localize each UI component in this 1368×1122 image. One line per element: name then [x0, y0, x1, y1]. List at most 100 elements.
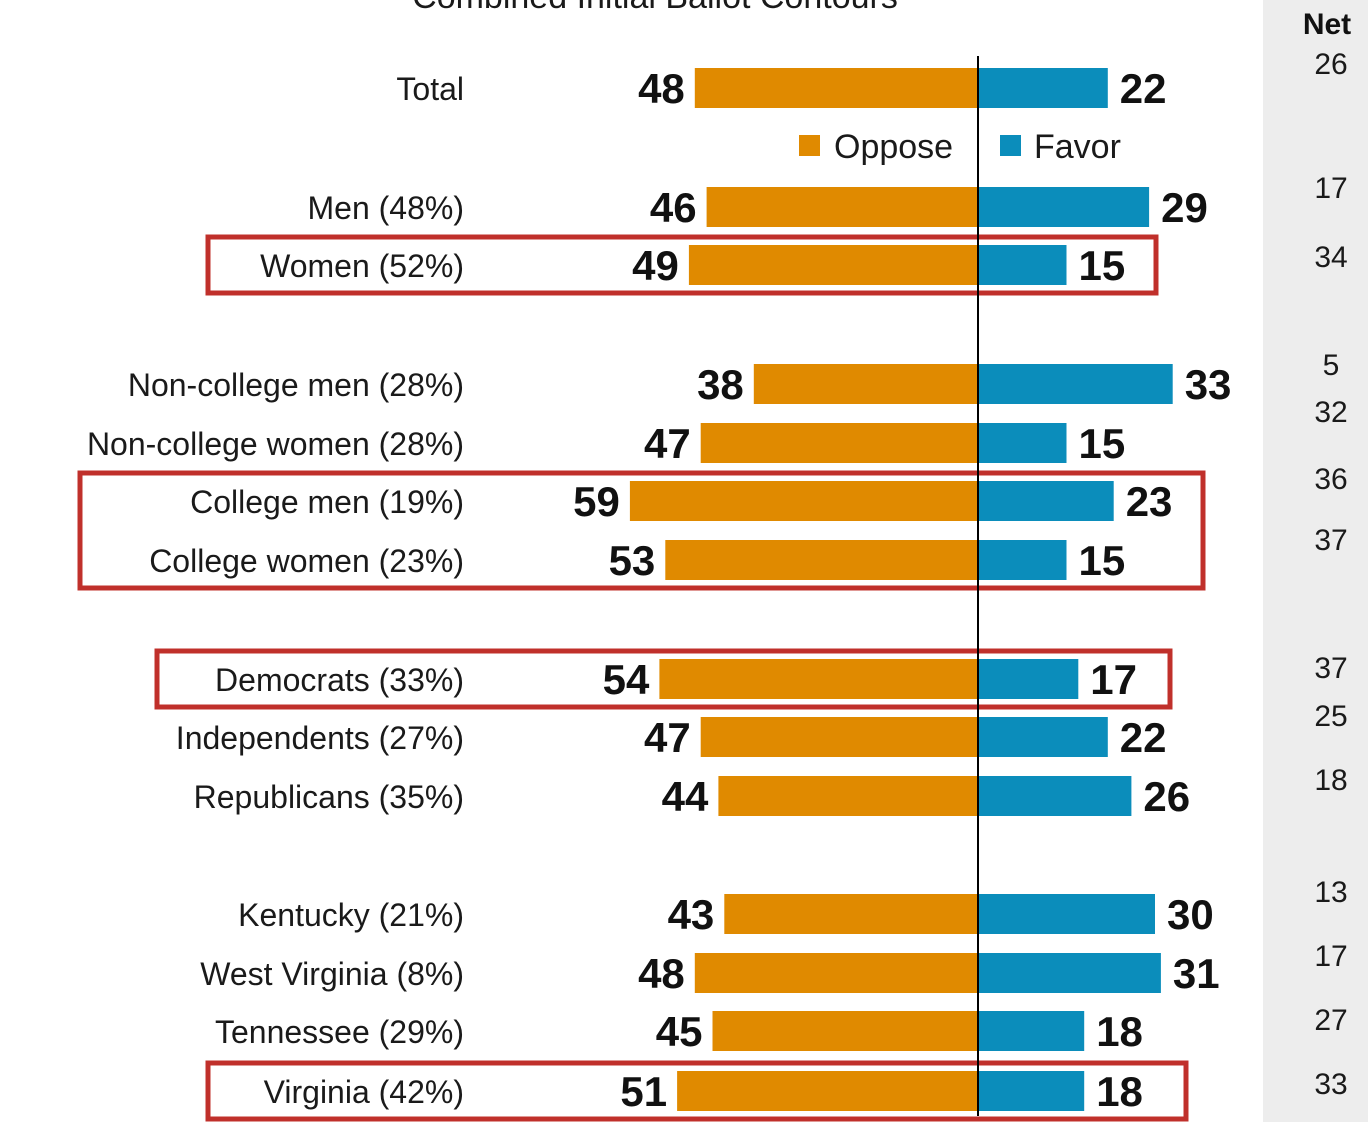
- oppose-value-label: 53: [609, 537, 656, 584]
- bar-favor: [978, 1071, 1085, 1111]
- bars: [629, 68, 1173, 1111]
- net-value: 25: [1314, 700, 1347, 733]
- value-labels: 48 22 46 29 49 15 38 33 47 15 59 23 53 15 54 17 47 22 44 26…: [573, 65, 1231, 1115]
- category-label: Total: [396, 71, 464, 107]
- bar-favor: [978, 187, 1150, 227]
- favor-value-label: 29: [1161, 184, 1208, 231]
- highlight-box: [205, 1060, 1189, 1122]
- net-value: 26: [1314, 48, 1347, 81]
- bar-oppose: [706, 187, 978, 227]
- category-label: West Virginia (8%): [200, 956, 464, 992]
- bar-oppose: [659, 659, 978, 699]
- category-label: Women (52%): [260, 248, 464, 284]
- oppose-value-label: 47: [644, 714, 691, 761]
- category-label: College men (19%): [190, 484, 464, 520]
- favor-value-label: 22: [1120, 65, 1167, 112]
- bar-favor: [978, 364, 1173, 404]
- net-column-background: [1263, 0, 1368, 1122]
- favor-value-label: 23: [1126, 478, 1173, 525]
- bar-oppose: [724, 894, 978, 934]
- net-value: 32: [1314, 396, 1347, 429]
- bar-favor: [978, 894, 1155, 934]
- favor-value-label: 30: [1167, 891, 1214, 938]
- legend-favor-swatch: [1000, 135, 1021, 156]
- category-label: Tennessee (29%): [215, 1014, 464, 1050]
- highlight-box: [154, 648, 1173, 710]
- bar-favor: [978, 659, 1079, 699]
- highlight-box: [205, 234, 1159, 296]
- bar-oppose: [677, 1071, 978, 1111]
- bar-favor: [978, 540, 1067, 580]
- oppose-value-label: 48: [638, 65, 685, 112]
- favor-value-label: 18: [1096, 1008, 1143, 1055]
- legend-oppose-label: Oppose: [834, 128, 953, 166]
- favor-value-label: 33: [1185, 361, 1232, 408]
- bar-oppose: [694, 68, 978, 108]
- highlight-box: [77, 470, 1206, 591]
- bar-favor: [978, 481, 1114, 521]
- net-value: 37: [1314, 524, 1347, 557]
- chart-title: Combined Initial Ballot Contours: [412, 0, 898, 16]
- bar-oppose: [712, 1011, 978, 1051]
- oppose-value-label: 48: [638, 950, 685, 997]
- bar-oppose: [688, 245, 978, 285]
- favor-value-label: 31: [1173, 950, 1220, 997]
- bar-oppose: [700, 717, 978, 757]
- bar-favor: [978, 1011, 1085, 1051]
- category-label: College women (23%): [149, 543, 464, 579]
- favor-value-label: 18: [1096, 1068, 1143, 1115]
- category-label: Republicans (35%): [194, 779, 464, 815]
- oppose-value-label: 44: [662, 773, 709, 820]
- oppose-value-label: 59: [573, 478, 620, 525]
- oppose-value-label: 46: [650, 184, 697, 231]
- net-value: 36: [1314, 463, 1347, 496]
- bar-oppose: [718, 776, 978, 816]
- bar-oppose: [694, 953, 978, 993]
- oppose-value-label: 47: [644, 420, 691, 467]
- oppose-value-label: 54: [603, 656, 650, 703]
- bar-oppose: [629, 481, 978, 521]
- bar-oppose: [753, 364, 978, 404]
- favor-value-label: 15: [1079, 537, 1126, 584]
- category-label: Non-college men (28%): [128, 367, 464, 403]
- bar-favor: [978, 423, 1067, 463]
- net-value: 17: [1314, 940, 1347, 973]
- bar-favor: [978, 776, 1132, 816]
- legend: Oppose Favor: [799, 128, 1121, 166]
- oppose-value-label: 49: [632, 242, 679, 289]
- net-value: 34: [1314, 241, 1347, 274]
- category-label: Independents (27%): [176, 720, 464, 756]
- net-value: 37: [1314, 652, 1347, 685]
- favor-value-label: 26: [1143, 773, 1190, 820]
- bar-oppose: [700, 423, 978, 463]
- legend-oppose-swatch: [799, 135, 820, 156]
- net-value: 18: [1314, 764, 1347, 797]
- oppose-value-label: 51: [620, 1068, 667, 1115]
- bar-oppose: [665, 540, 978, 580]
- net-value: 33: [1314, 1068, 1347, 1101]
- oppose-value-label: 43: [668, 891, 715, 938]
- net-value: 5: [1323, 349, 1340, 382]
- category-label: Men (48%): [308, 190, 465, 226]
- legend-favor-label: Favor: [1034, 128, 1121, 166]
- bar-favor: [978, 717, 1108, 757]
- highlight-boxes: [77, 234, 1206, 1122]
- net-values: 26 17 34 5 32 36 37 37 25 18 13 17 27 33: [1314, 48, 1347, 1101]
- category-label: Non-college women (28%): [87, 426, 464, 462]
- oppose-value-label: 45: [656, 1008, 703, 1055]
- net-header: Net: [1303, 8, 1351, 41]
- category-label: Democrats (33%): [215, 662, 464, 698]
- bar-favor: [978, 68, 1108, 108]
- favor-value-label: 17: [1090, 656, 1137, 703]
- bar-favor: [978, 953, 1161, 993]
- net-value: 13: [1314, 876, 1347, 909]
- category-label: Kentucky (21%): [238, 897, 464, 933]
- net-value: 17: [1314, 172, 1347, 205]
- favor-value-label: 22: [1120, 714, 1167, 761]
- category-label: Virginia (42%): [264, 1074, 464, 1110]
- oppose-value-label: 38: [697, 361, 744, 408]
- favor-value-label: 15: [1079, 242, 1126, 289]
- favor-value-label: 15: [1079, 420, 1126, 467]
- net-value: 27: [1314, 1004, 1347, 1037]
